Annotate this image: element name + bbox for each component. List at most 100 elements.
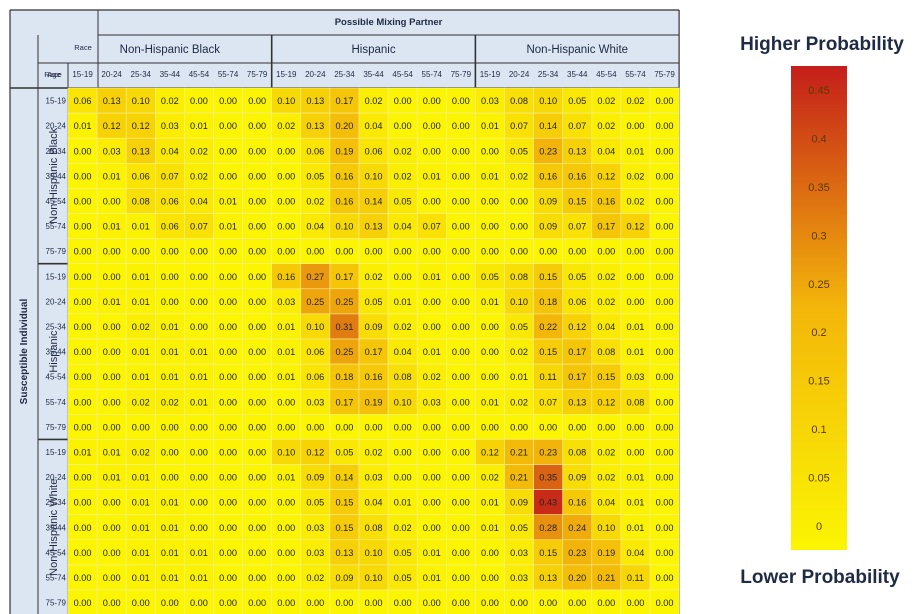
cell-value-label: 0.07 bbox=[539, 397, 557, 407]
heatmap-cell bbox=[416, 464, 447, 490]
heatmap-cell bbox=[533, 388, 563, 415]
cell-value-label: 0.00 bbox=[597, 598, 615, 608]
cell-value-label: 0.00 bbox=[365, 422, 383, 432]
heatmap-cell bbox=[387, 112, 418, 139]
heatmap-cell bbox=[475, 87, 505, 114]
cell-value-label: 0.05 bbox=[394, 196, 412, 206]
cell-value-label: 0.00 bbox=[510, 422, 528, 432]
cell-value-label: 0.03 bbox=[365, 473, 383, 483]
column-age-label: 25-34 bbox=[538, 70, 559, 79]
cell-value-label: 0.02 bbox=[306, 196, 324, 206]
cell-value-label: 0.00 bbox=[219, 96, 237, 106]
cell-value-label: 0.16 bbox=[277, 272, 295, 282]
heatmap-cell bbox=[184, 388, 214, 415]
heatmap-cell bbox=[96, 363, 127, 390]
cell-value-label: 0.07 bbox=[161, 171, 179, 181]
cell-value-label: 0.12 bbox=[597, 171, 615, 181]
cell-value-label: 0.00 bbox=[656, 548, 674, 558]
cell-value-label: 0.23 bbox=[568, 548, 586, 558]
cell-value-label: 0.02 bbox=[161, 96, 179, 106]
column-age-label: 20-24 bbox=[305, 70, 326, 79]
cell-value-label: 0.00 bbox=[481, 196, 499, 206]
cell-value-label: 0.00 bbox=[481, 322, 499, 332]
heatmap-cell bbox=[96, 313, 127, 340]
cell-value-label: 0.00 bbox=[481, 422, 499, 432]
cell-value-label: 0.00 bbox=[103, 272, 121, 282]
heatmap-cell bbox=[213, 188, 243, 214]
cell-value-label: 0.17 bbox=[597, 222, 615, 232]
heatmap-cell bbox=[271, 213, 302, 239]
heatmap-cell bbox=[620, 388, 651, 415]
heatmap-cell bbox=[620, 263, 651, 290]
row-age-label: 55-74 bbox=[46, 222, 67, 231]
cell-value-label: 0.05 bbox=[394, 548, 412, 558]
heatmap-cell bbox=[387, 489, 418, 516]
heatmap-cell bbox=[387, 589, 418, 614]
cell-value-label: 0.35 bbox=[539, 473, 557, 483]
cell-value-label: 0.19 bbox=[336, 146, 354, 156]
cell-value-label: 0.00 bbox=[74, 196, 92, 206]
legend-tick-label: 0.1 bbox=[811, 424, 826, 436]
cell-value-label: 0.01 bbox=[481, 121, 499, 131]
cell-value-label: 0.01 bbox=[627, 322, 645, 332]
heatmap-cell bbox=[271, 188, 302, 214]
heatmap-cell bbox=[358, 564, 389, 591]
cell-value-label: 0.01 bbox=[132, 498, 150, 508]
heatmap-cell bbox=[96, 413, 127, 440]
cell-value-label: 0.09 bbox=[306, 473, 324, 483]
cell-value-label: 0.01 bbox=[190, 573, 208, 583]
column-age-label: 35-44 bbox=[160, 70, 181, 79]
heatmap-cell bbox=[329, 238, 360, 265]
cell-value-label: 0.01 bbox=[481, 397, 499, 407]
legend-tick-label: 0 bbox=[816, 521, 822, 533]
cell-value-label: 0.00 bbox=[423, 297, 441, 307]
cell-value-label: 0.00 bbox=[190, 498, 208, 508]
heatmap-cell bbox=[125, 263, 156, 290]
heatmap-cell bbox=[125, 338, 156, 365]
heatmap-cell bbox=[591, 112, 622, 139]
cell-value-label: 0.01 bbox=[190, 548, 208, 558]
column-age-label: 15-19 bbox=[480, 70, 501, 79]
cell-value-label: 0.02 bbox=[394, 171, 412, 181]
heatmap-cell bbox=[96, 213, 127, 239]
cell-value-label: 0.00 bbox=[161, 598, 179, 608]
cell-value-label: 0.00 bbox=[219, 247, 237, 257]
legend-top-label: Higher Probability bbox=[740, 34, 904, 55]
heatmap-cell bbox=[620, 288, 651, 315]
heatmap-cell bbox=[591, 464, 622, 490]
cell-value-label: 0.00 bbox=[452, 196, 470, 206]
cell-value-label: 0.05 bbox=[394, 573, 412, 583]
row-axis-title: Susceptible Individual bbox=[19, 299, 30, 405]
cell-value-label: 0.00 bbox=[190, 422, 208, 432]
cell-value-label: 0.11 bbox=[540, 372, 557, 382]
heatmap-cell bbox=[387, 413, 418, 440]
cell-value-label: 0.00 bbox=[103, 498, 121, 508]
legend-bottom-label: Lower Probability bbox=[740, 567, 900, 588]
heatmap-cell bbox=[155, 112, 185, 139]
cell-value-label: 0.04 bbox=[627, 548, 645, 558]
cell-value-label: 0.02 bbox=[510, 397, 528, 407]
cell-value-label: 0.17 bbox=[365, 347, 383, 357]
cell-value-label: 0.08 bbox=[394, 372, 412, 382]
heatmap-cell bbox=[387, 363, 418, 390]
heatmap-cell bbox=[300, 589, 331, 614]
cell-value-label: 0.17 bbox=[336, 397, 354, 407]
cell-value-label: 0.02 bbox=[597, 473, 615, 483]
heatmap-cell bbox=[649, 564, 680, 591]
heatmap-cell bbox=[504, 338, 534, 365]
cell-value-label: 0.00 bbox=[510, 598, 528, 608]
cell-value-label: 0.27 bbox=[306, 272, 324, 282]
heatmap-cell bbox=[300, 263, 331, 290]
heatmap-cell bbox=[271, 464, 302, 490]
heatmap-cell bbox=[242, 564, 273, 591]
cell-value-label: 0.00 bbox=[277, 196, 295, 206]
heatmap-cell bbox=[300, 213, 331, 239]
cell-value-label: 0.00 bbox=[74, 422, 92, 432]
cell-value-label: 0.00 bbox=[336, 422, 354, 432]
heatmap-cell bbox=[533, 87, 563, 114]
cell-value-label: 0.01 bbox=[103, 297, 121, 307]
cell-value-label: 0.00 bbox=[219, 397, 237, 407]
cell-value-label: 0.16 bbox=[597, 196, 615, 206]
heatmap-cell bbox=[300, 338, 331, 365]
cell-value-label: 0.00 bbox=[190, 598, 208, 608]
